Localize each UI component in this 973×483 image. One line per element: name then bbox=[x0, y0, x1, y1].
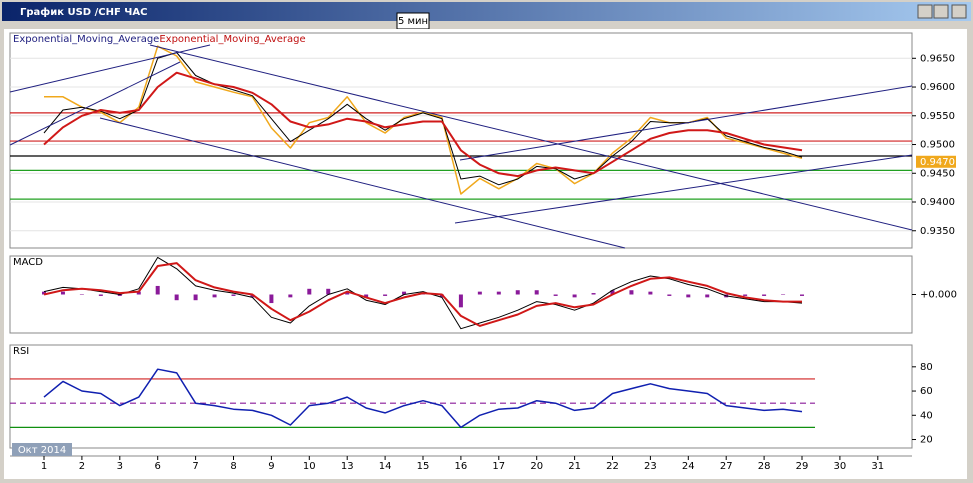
y-tick-label: 0.9500 bbox=[920, 140, 955, 151]
x-tick-label: 20 bbox=[530, 461, 543, 472]
histogram-bar bbox=[553, 294, 558, 296]
x-tick-label: 21 bbox=[568, 461, 581, 472]
y-tick-label: 0.9400 bbox=[920, 197, 955, 208]
histogram-bar bbox=[98, 294, 103, 296]
histogram-bar bbox=[307, 288, 312, 295]
pane-frame bbox=[9, 344, 913, 449]
histogram-bar bbox=[364, 294, 369, 298]
x-tick-label: 8 bbox=[230, 461, 236, 472]
histogram-bar bbox=[174, 294, 179, 301]
histogram-bar bbox=[117, 294, 122, 296]
histogram-bar bbox=[743, 294, 748, 296]
window-title: График USD /CHF ЧАС bbox=[20, 6, 147, 18]
last-price-label: 0.9470 bbox=[920, 157, 955, 168]
x-tick-label: 1 bbox=[41, 461, 47, 472]
x-tick-label: 31 bbox=[871, 461, 884, 472]
histogram-bar bbox=[762, 294, 767, 296]
y-tick-label: 0.9600 bbox=[920, 82, 955, 93]
histogram-bar bbox=[800, 294, 804, 296]
histogram-bar bbox=[269, 294, 274, 304]
title-bar bbox=[2, 2, 971, 21]
y-tick-label: 20 bbox=[920, 435, 933, 446]
x-tick-label: 7 bbox=[192, 461, 198, 472]
maximize-button[interactable] bbox=[933, 4, 949, 19]
histogram-bar bbox=[42, 291, 46, 295]
trend-line bbox=[99, 117, 626, 249]
series-line bbox=[43, 262, 802, 327]
x-tick-label: 13 bbox=[341, 461, 354, 472]
histogram-bar bbox=[250, 294, 255, 298]
histogram-bar bbox=[136, 291, 141, 295]
legend-entry: Exponential_Moving_Average bbox=[13, 34, 159, 45]
histogram-bar bbox=[686, 294, 691, 298]
histogram-bar bbox=[212, 294, 217, 298]
histogram-bar bbox=[515, 290, 520, 295]
x-tick-label: 30 bbox=[834, 461, 847, 472]
close-button[interactable] bbox=[951, 4, 967, 19]
histogram-bar bbox=[534, 290, 539, 295]
histogram-bar bbox=[193, 294, 198, 301]
x-tick-label: 10 bbox=[303, 461, 316, 472]
histogram-bar bbox=[477, 291, 482, 295]
trend-line bbox=[9, 44, 211, 93]
series-line bbox=[43, 368, 803, 429]
histogram-bar bbox=[591, 293, 596, 295]
legend-entry: Exponential_Moving_Average bbox=[159, 34, 305, 45]
histogram-bar bbox=[60, 291, 65, 295]
y-tick-label: 0.9450 bbox=[920, 168, 955, 179]
histogram-bar bbox=[610, 290, 615, 295]
timeframe-label: 5 мин bbox=[398, 16, 428, 27]
x-tick-label: 14 bbox=[379, 461, 392, 472]
series-line bbox=[43, 71, 803, 178]
histogram-bar bbox=[458, 294, 463, 308]
histogram-bar bbox=[496, 291, 501, 295]
histogram-bar bbox=[402, 291, 407, 295]
x-tick-label: 22 bbox=[606, 461, 619, 472]
histogram-bar bbox=[667, 294, 672, 296]
trend-line bbox=[459, 85, 913, 161]
x-tick-label: 3 bbox=[117, 461, 123, 472]
y-tick-label: +0.000 bbox=[920, 290, 957, 301]
x-tick-label: 16 bbox=[455, 461, 468, 472]
trend-line bbox=[454, 154, 913, 224]
histogram-bar bbox=[288, 294, 293, 298]
y-tick-label: 60 bbox=[920, 386, 933, 397]
chart-area bbox=[4, 29, 967, 479]
histogram-bar bbox=[345, 291, 350, 295]
period-box bbox=[12, 443, 72, 456]
x-tick-label: 17 bbox=[492, 461, 505, 472]
y-tick-label: 80 bbox=[920, 362, 933, 373]
histogram-bar bbox=[231, 294, 236, 296]
y-tick-label: 0.9650 bbox=[920, 53, 955, 64]
pane-title: RSI bbox=[13, 346, 29, 357]
histogram-bar bbox=[155, 285, 160, 295]
trend-line bbox=[9, 61, 181, 146]
period-label: Окт 2014 bbox=[18, 445, 66, 456]
histogram-bar bbox=[629, 290, 634, 295]
x-tick-label: 2 bbox=[79, 461, 85, 472]
y-tick-label: 40 bbox=[920, 410, 933, 421]
histogram-bar bbox=[572, 294, 577, 298]
pane-title: MACD bbox=[13, 257, 43, 268]
x-tick-label: 29 bbox=[796, 461, 809, 472]
histogram-bar bbox=[781, 294, 786, 295]
x-tick-label: 9 bbox=[268, 461, 274, 472]
x-tick-label: 24 bbox=[682, 461, 695, 472]
histogram-bar bbox=[383, 294, 388, 296]
trend-line bbox=[149, 44, 913, 231]
y-tick-label: 0.9350 bbox=[920, 226, 955, 237]
histogram-bar bbox=[648, 291, 653, 295]
x-tick-label: 27 bbox=[720, 461, 733, 472]
histogram-bar bbox=[79, 294, 84, 295]
x-tick-label: 28 bbox=[758, 461, 771, 472]
last-price-box bbox=[916, 155, 956, 168]
x-tick-label: 23 bbox=[644, 461, 657, 472]
x-tick-label: 6 bbox=[155, 461, 161, 472]
x-tick-label: 15 bbox=[417, 461, 430, 472]
histogram-bar bbox=[326, 288, 331, 295]
minimize-button[interactable] bbox=[917, 4, 933, 19]
histogram-bar bbox=[705, 294, 710, 298]
y-tick-label: 0.9550 bbox=[920, 111, 955, 122]
